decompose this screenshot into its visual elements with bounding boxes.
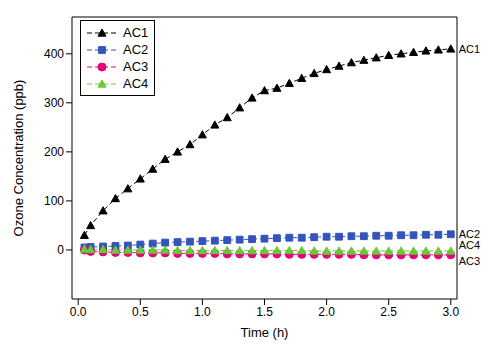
svg-text:1.5: 1.5 <box>256 305 273 319</box>
svg-text:2.0: 2.0 <box>318 305 335 319</box>
svg-text:0.0: 0.0 <box>70 305 87 319</box>
svg-text:0: 0 <box>57 243 64 257</box>
svg-text:300: 300 <box>44 96 64 110</box>
svg-text:100: 100 <box>44 194 64 208</box>
svg-text:Ozone Concentration (ppb): Ozone Concentration (ppb) <box>11 80 26 237</box>
svg-text:1.0: 1.0 <box>194 305 211 319</box>
svg-text:3.0: 3.0 <box>442 305 459 319</box>
svg-text:200: 200 <box>44 145 64 159</box>
svg-text:Time (h): Time (h) <box>241 325 289 340</box>
svg-text:2.5: 2.5 <box>380 305 397 319</box>
html-text:AC4: AC4 <box>123 76 149 91</box>
svg-text:AC1: AC1 <box>459 43 480 55</box>
svg-text:0.5: 0.5 <box>132 305 149 319</box>
html-text:AC1: AC1 <box>123 25 149 40</box>
svg-text:AC2: AC2 <box>458 228 481 241</box>
svg-text:400: 400 <box>44 47 64 61</box>
html-text:AC3: AC3 <box>123 59 149 74</box>
svg-text:AC4: AC4 <box>459 239 480 251</box>
svg-text:AC3: AC3 <box>459 255 480 267</box>
html-text:AC2: AC2 <box>123 42 149 57</box>
